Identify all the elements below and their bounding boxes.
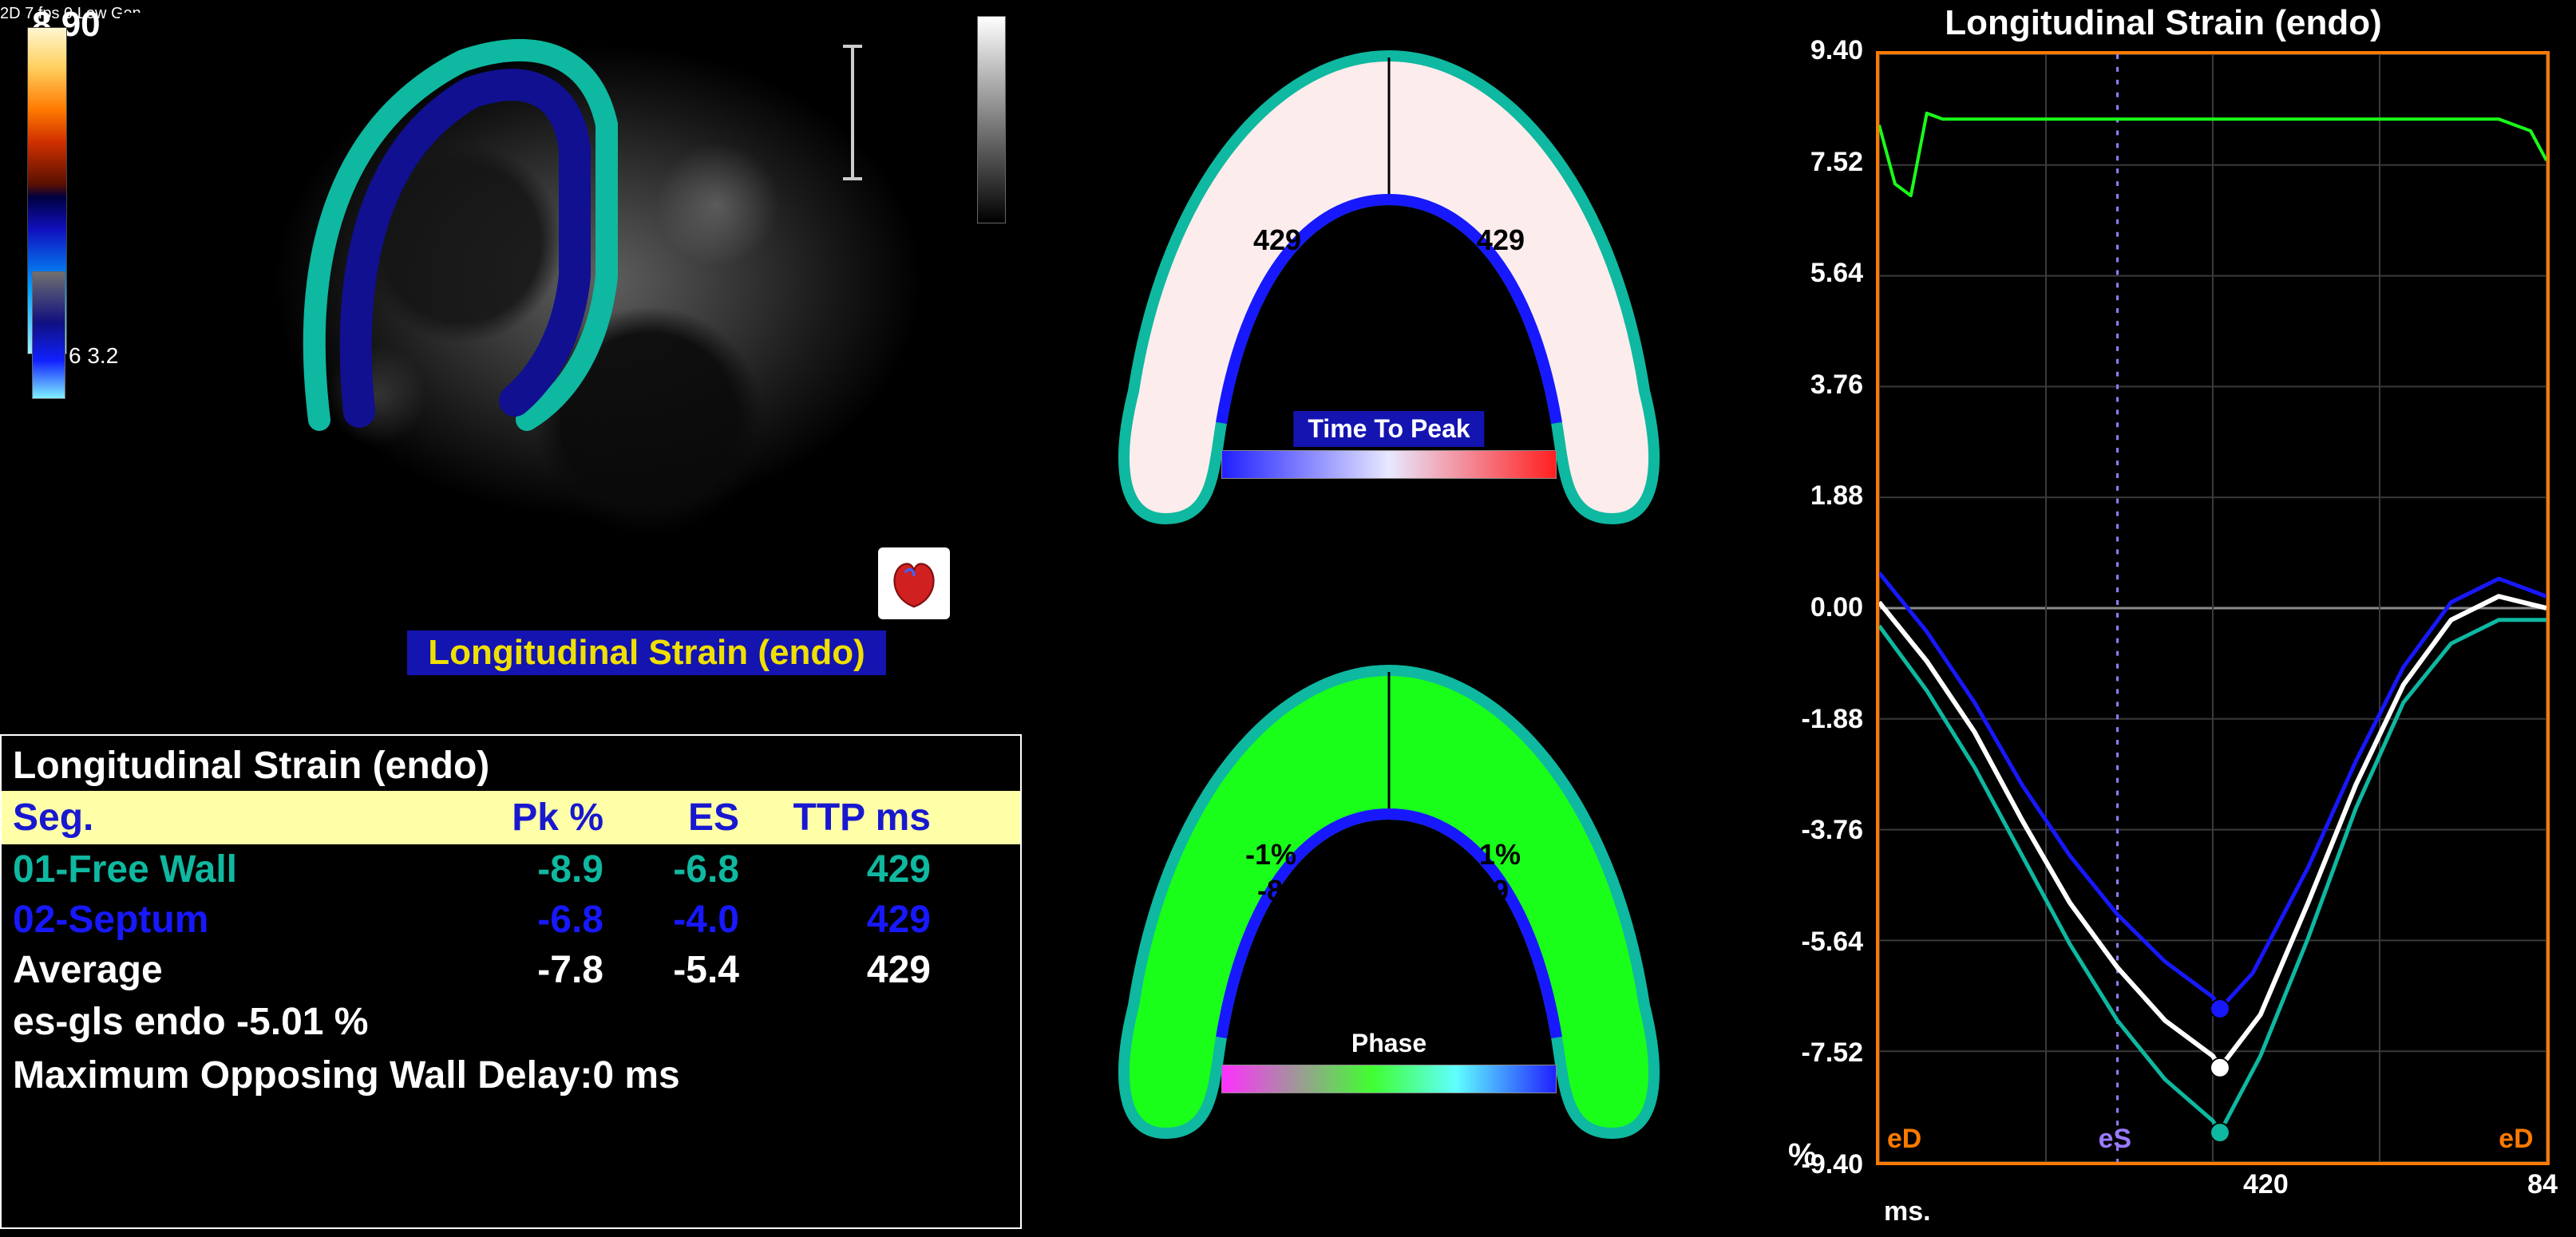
secondary-colorbar-label: 6 3.2 xyxy=(69,343,118,369)
cell-pk: -7.8 xyxy=(460,948,619,992)
ultrasound-caption: Longitudinal Strain (endo) xyxy=(407,630,886,675)
phase-title: Phase xyxy=(1337,1026,1441,1061)
phase-right-pct: 1% xyxy=(1479,838,1521,871)
phase-left-ms: -8 xyxy=(1257,874,1283,907)
table-row[interactable]: Average-7.8-5.4429 xyxy=(2,945,1020,995)
cell-pk: -8.9 xyxy=(460,848,619,891)
col-header-es: ES xyxy=(619,796,755,840)
chart-ytick: 7.52 xyxy=(1767,147,1863,178)
strain-roi-overlay[interactable] xyxy=(120,13,974,651)
phase-right-ms: 9 xyxy=(1493,874,1509,907)
col-header-seg: Seg. xyxy=(13,796,460,840)
chart-ytick: 5.64 xyxy=(1767,258,1863,289)
arch-ttp-svg xyxy=(1070,8,1708,599)
phase-left-pct: -1% xyxy=(1245,838,1296,871)
chart-ytick: 1.88 xyxy=(1767,480,1863,512)
heart-orientation-icon[interactable] xyxy=(878,547,950,619)
chart-title: Longitudinal Strain (endo) xyxy=(1756,3,2570,43)
ttp-right-segment-value: 429 xyxy=(1477,223,1525,257)
cell-pk: -6.8 xyxy=(460,898,619,942)
cell-seg: 01-Free Wall xyxy=(13,848,460,891)
es-gls-value: es-gls endo -5.01 % xyxy=(2,995,1020,1049)
arch-phase[interactable]: -1% -8 1% 9 -50 Phase +50 -412 412 ms xyxy=(1070,622,1708,1213)
phase-scale-left: -50 xyxy=(1237,1034,1272,1061)
chart-ytick: -3.76 xyxy=(1767,815,1863,846)
chart-y-axis-label: % xyxy=(1788,1137,1817,1173)
ttp-left-segment-value: 429 xyxy=(1253,223,1301,257)
wall-delay-value: Maximum Opposing Wall Delay:0 ms xyxy=(2,1049,1020,1102)
phase-scale-right: +50 xyxy=(1500,1034,1541,1061)
ttp-colorbar xyxy=(1221,450,1557,479)
cell-es: -4.0 xyxy=(619,898,755,942)
phase-bar-min: -412 xyxy=(1221,1094,1276,1125)
ttp-title: Time To Peak xyxy=(1293,411,1484,447)
chart-ytick: -5.64 xyxy=(1767,927,1863,958)
cell-seg: Average xyxy=(13,948,460,992)
cell-ttp: 429 xyxy=(755,948,979,992)
cell-seg: 02-Septum xyxy=(13,898,460,942)
phase-colorbar xyxy=(1221,1065,1557,1093)
arch-phase-svg xyxy=(1070,622,1708,1213)
ultrasound-panel: 2D 7 fps 0 Low Gen 8.90 6 3.2 Longitudin… xyxy=(0,0,1022,686)
cell-es: -5.4 xyxy=(619,948,755,992)
chart-ytick: 0.00 xyxy=(1767,592,1863,623)
chart-plot-area[interactable]: eD eS eD xyxy=(1876,51,2550,1165)
strain-curve-panel: Longitudinal Strain (endo) eD eS eD 9.40 7.… xyxy=(1756,0,2570,1229)
chart-ytick: -1.88 xyxy=(1767,704,1863,735)
cell-es: -6.8 xyxy=(619,848,755,891)
secondary-colorbar xyxy=(32,271,65,399)
chart-xtick-420: 420 xyxy=(2243,1169,2289,1200)
grayscale-bar xyxy=(977,16,1006,223)
chart-x-axis-label: ms. xyxy=(1884,1196,1931,1227)
roi-inner-septum xyxy=(356,85,575,412)
ttp-bar-min: 1 xyxy=(1221,480,1237,511)
table-header-row: Seg. Pk % ES TTP ms xyxy=(2,791,1020,844)
chart-ytick: 9.40 xyxy=(1767,35,1863,66)
table-row[interactable]: 02-Septum-6.8-4.0429 xyxy=(2,895,1020,945)
cell-ttp: 429 xyxy=(755,898,979,942)
svg-text:eS: eS xyxy=(2099,1124,2131,1154)
chart-ytick: -7.52 xyxy=(1767,1037,1863,1069)
segment-arch-panel: 429 429 Time To Peak 1 816 ms -1% -8 1% … xyxy=(1038,0,1740,1229)
depth-scale-marker xyxy=(851,45,854,180)
col-header-ttp: TTP ms xyxy=(755,796,979,840)
table-body: 01-Free Wall-8.9-6.842902-Septum-6.8-4.0… xyxy=(2,844,1020,995)
table-row[interactable]: 01-Free Wall-8.9-6.8429 xyxy=(2,844,1020,895)
arch-time-to-peak[interactable]: 429 429 Time To Peak 1 816 ms xyxy=(1070,8,1708,599)
svg-text:eD: eD xyxy=(2499,1124,2533,1154)
chart-ytick: 3.76 xyxy=(1767,370,1863,401)
cell-ttp: 429 xyxy=(755,848,979,891)
ultrasound-image[interactable]: Longitudinal Strain (endo) xyxy=(120,13,974,651)
col-header-pk: Pk % xyxy=(460,796,619,840)
chart-xtick-840: 84 xyxy=(2527,1169,2558,1200)
chart-svg: eD eS eD xyxy=(1879,54,2546,1162)
strain-table-panel: Longitudinal Strain (endo) Seg. Pk % ES … xyxy=(0,734,1022,1229)
svg-text:eD: eD xyxy=(1887,1124,1921,1154)
table-title: Longitudinal Strain (endo) xyxy=(2,736,1020,791)
phase-bar-max: 412 ms xyxy=(1465,1094,1557,1125)
ttp-bar-max: 816 ms xyxy=(1465,480,1557,511)
